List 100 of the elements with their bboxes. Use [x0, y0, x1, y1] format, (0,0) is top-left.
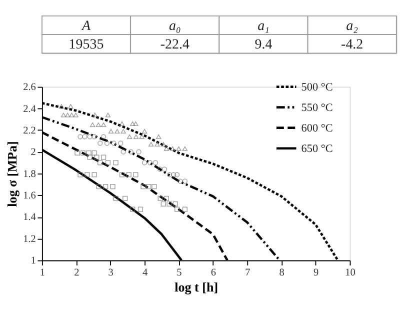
data-label: 9.4 [254, 38, 272, 53]
y-tick-label: 2.4 [23, 104, 36, 115]
point [120, 128, 126, 134]
point [182, 178, 188, 184]
point [65, 112, 70, 118]
point [133, 121, 138, 126]
point [182, 146, 188, 151]
point [152, 160, 158, 166]
x-tick-label: 4 [142, 268, 148, 279]
point [138, 206, 144, 212]
point [104, 140, 110, 146]
point [108, 128, 114, 134]
x-tick-label: 10 [345, 268, 356, 279]
point [122, 196, 128, 202]
point [58, 104, 64, 109]
point [74, 150, 80, 156]
point [139, 134, 144, 139]
point [174, 206, 180, 212]
x-tick-label: 1 [40, 268, 45, 279]
y-tick-label: 1.2 [23, 234, 36, 245]
x-tick-label: 5 [176, 268, 182, 279]
point [146, 184, 152, 190]
point [113, 196, 118, 202]
point [94, 154, 100, 160]
point [162, 166, 167, 172]
point [133, 172, 138, 178]
point [114, 128, 120, 134]
y-tick-label: 1.4 [23, 212, 36, 224]
point [98, 160, 103, 166]
y-tick-label: 2 [30, 147, 36, 158]
point [118, 140, 124, 146]
point [119, 172, 125, 178]
y-tick-label: 1.8 [23, 168, 36, 180]
point [142, 128, 148, 134]
x-tick-label: 6 [210, 268, 216, 279]
point [164, 146, 170, 151]
point [60, 112, 66, 118]
point [182, 206, 188, 212]
point [152, 184, 157, 190]
point [86, 150, 92, 156]
x-tick-label: 2 [74, 268, 80, 279]
point [136, 149, 142, 154]
y-tick-label: 2.2 [23, 125, 36, 136]
point [87, 134, 92, 140]
point [126, 172, 132, 178]
point [178, 178, 183, 184]
point [92, 172, 97, 178]
point [105, 112, 111, 118]
point [98, 140, 103, 146]
point [147, 160, 153, 166]
point [166, 172, 172, 178]
point [103, 184, 108, 190]
legend-label: 550 °C [301, 102, 333, 114]
x-tick-label: 7 [245, 268, 250, 279]
legend-label: 600 °C [301, 122, 333, 135]
point [158, 196, 163, 202]
point [87, 154, 92, 160]
point [96, 122, 101, 128]
point [171, 172, 176, 178]
point [154, 142, 160, 147]
category-label: a₂ [346, 18, 358, 34]
data-label: -4.2 [341, 38, 364, 53]
point [172, 201, 178, 206]
point [142, 160, 148, 166]
point [120, 149, 126, 154]
point [92, 134, 97, 140]
point [90, 122, 96, 128]
point [170, 146, 176, 151]
point [128, 149, 134, 154]
point [130, 121, 136, 126]
point [111, 140, 116, 146]
data-label: -22.4 [160, 38, 190, 53]
point [68, 104, 74, 109]
point [100, 154, 106, 160]
point [78, 172, 83, 178]
point [160, 142, 166, 147]
point [100, 134, 106, 140]
point [78, 134, 83, 140]
point [113, 160, 118, 166]
point [80, 150, 86, 156]
data-label: 19535 [68, 38, 104, 53]
point [69, 112, 74, 118]
x-axis-title: log t [h] [174, 280, 218, 295]
y-tick-label: 2.6 [23, 82, 36, 94]
category-label: a₁ [258, 18, 270, 34]
point [82, 134, 88, 140]
point [126, 134, 132, 139]
point [119, 121, 125, 126]
point [100, 122, 106, 128]
point [160, 201, 166, 206]
legend-label: 650 °C [301, 143, 333, 156]
point [166, 201, 172, 206]
point [73, 112, 78, 118]
category-label: a₀ [168, 18, 181, 34]
point [110, 184, 116, 190]
category-label: A [81, 18, 92, 34]
point [148, 142, 154, 147]
point [105, 160, 111, 166]
legend-label: 500 °C [301, 82, 333, 94]
point [140, 184, 146, 190]
